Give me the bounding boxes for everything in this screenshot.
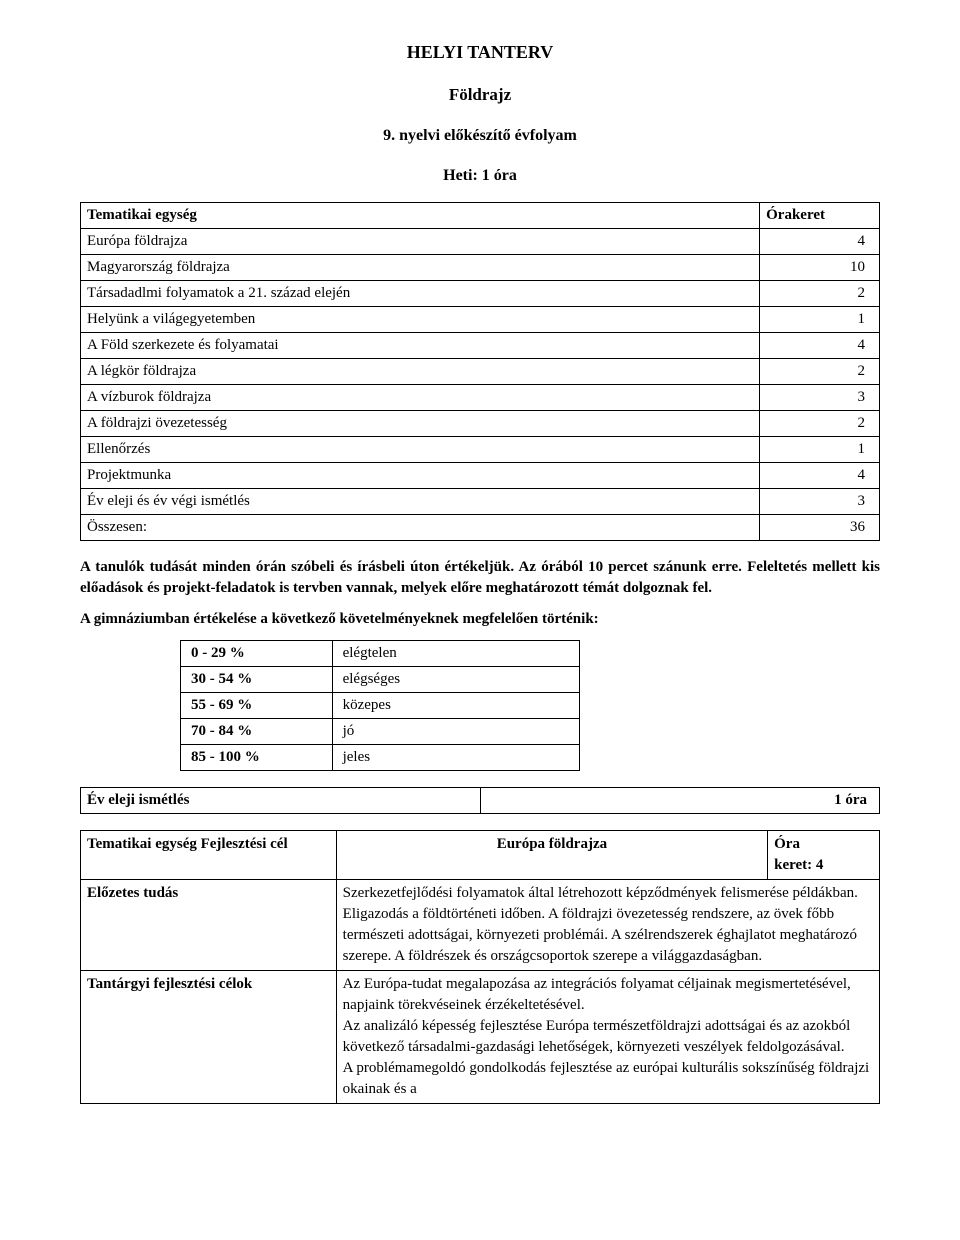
paragraph-bold: A tanulók tudását minden órán szóbeli és… [80,557,880,599]
repeat-table: Év eleji ismétlés 1 óra [80,787,880,814]
grade-range: 70 - 84 % [181,718,333,744]
table-row: A légkör földrajza2 [81,358,880,384]
unit-row3-p1: Az Európa-tudat megalapozása az integrác… [343,974,873,1016]
grade-label: elégtelen [332,640,579,666]
grade-range: 55 - 69 % [181,692,333,718]
row-label: Helyünk a világegyetemben [81,306,760,332]
table-row: Projektmunka4 [81,462,880,488]
row-value: 2 [760,280,880,306]
grade-range: 0 - 29 % [181,640,333,666]
table-row: Ellenőrzés1 [81,436,880,462]
table-row: Európa földrajza4 [81,228,880,254]
table-row: 30 - 54 %elégséges [181,666,580,692]
table-row: Év eleji ismétlés 1 óra [81,787,880,813]
table-row: Összesen:36 [81,514,880,540]
table-row: 0 - 29 %elégtelen [181,640,580,666]
row-value: 2 [760,410,880,436]
row-label: Európa földrajza [81,228,760,254]
unit-table: Tematikai egység Fejlesztési cél Európa … [80,830,880,1104]
table-row: 70 - 84 %jó [181,718,580,744]
unit-row2-text: Szerkezetfejlődési folyamatok által létr… [336,879,879,970]
overview-table: Tematikai egység Órakeret Európa földraj… [80,202,880,541]
row-value: 3 [760,384,880,410]
grade-label: elégséges [332,666,579,692]
paragraph-bold: A gimnáziumban értékelése a következő kö… [80,609,880,630]
row-value: 4 [760,332,880,358]
grade-range: 30 - 54 % [181,666,333,692]
row-label: Társadadlmi folyamatok a 21. század elej… [81,280,760,306]
table-row: Magyarország földrajza10 [81,254,880,280]
grade-label: jeles [332,744,579,770]
table-row: 55 - 69 %közepes [181,692,580,718]
table-row: Helyünk a világegyetemben1 [81,306,880,332]
table-row: 85 - 100 %jeles [181,744,580,770]
row-value: 1 [760,436,880,462]
grading-table: 0 - 29 %elégtelen 30 - 54 %elégséges 55 … [180,640,580,771]
header-left: Tematikai egység [81,202,760,228]
unit-row3-label: Tantárgyi fejlesztési célok [81,970,337,1103]
row-label: A földrajzi övezetesség [81,410,760,436]
table-row: Év eleji és év végi ismétlés3 [81,488,880,514]
row-value: 3 [760,488,880,514]
repeat-left: Év eleji ismétlés [81,787,481,813]
row-label: A Föld szerkezete és folyamatai [81,332,760,358]
row-value: 1 [760,306,880,332]
unit-row2-label: Előzetes tudás [81,879,337,970]
grade-label: közepes [332,692,579,718]
table-row: Tantárgyi fejlesztési célok Az Európa-tu… [81,970,880,1103]
row-label: A légkör földrajza [81,358,760,384]
row-value: 4 [760,462,880,488]
unit-row1-left: Tematikai egység Fejlesztési cél [81,830,337,879]
table-row: A földrajzi övezetesség2 [81,410,880,436]
unit-row1-right: Óra keret: 4 [768,830,880,879]
subject-title: Földrajz [80,83,880,107]
table-row: A Föld szerkezete és folyamatai4 [81,332,880,358]
repeat-right: 1 óra [480,787,880,813]
row-value: 10 [760,254,880,280]
header-right: Órakeret [760,202,880,228]
table-row: Társadadlmi folyamatok a 21. század elej… [81,280,880,306]
row-label: Összesen: [81,514,760,540]
unit-row3-p2: Az analizáló képesség fejlesztése Európa… [343,1016,873,1058]
row-value: 4 [760,228,880,254]
main-title: HELYI TANTERV [80,40,880,65]
row-label: A vízburok földrajza [81,384,760,410]
row-label: Ellenőrzés [81,436,760,462]
row-value: 2 [760,358,880,384]
row-label: Magyarország földrajza [81,254,760,280]
grade-label: jó [332,718,579,744]
row-label: Év eleji és év végi ismétlés [81,488,760,514]
unit-right-l2: keret: 4 [774,857,823,873]
hours-line: Heti: 1 óra [80,165,880,187]
row-label: Projektmunka [81,462,760,488]
table-row: A vízburok földrajza3 [81,384,880,410]
unit-row1-center: Európa földrajza [336,830,767,879]
unit-row3-p3: A problémamegoldó gondolkodás fejlesztés… [343,1058,873,1100]
table-header-row: Tematikai egység Órakeret [81,202,880,228]
table-row: Előzetes tudás Szerkezetfejlődési folyam… [81,879,880,970]
row-value: 36 [760,514,880,540]
unit-row3-text: Az Európa-tudat megalapozása az integrác… [336,970,879,1103]
grade-line: 9. nyelvi előkészítő évfolyam [80,125,880,147]
grade-range: 85 - 100 % [181,744,333,770]
table-row: Tematikai egység Fejlesztési cél Európa … [81,830,880,879]
unit-right-l1: Óra [774,836,800,852]
